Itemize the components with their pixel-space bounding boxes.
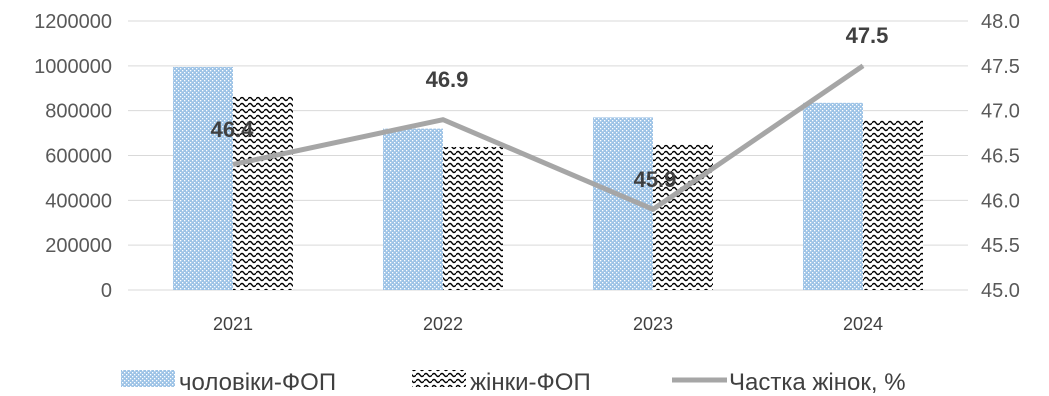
female-fop-bar bbox=[863, 120, 923, 290]
female-fop-bar bbox=[653, 144, 713, 290]
share-line-point bbox=[652, 208, 654, 210]
share-data-label: 46.9 bbox=[426, 67, 469, 92]
left-tick-label: 400000 bbox=[45, 190, 112, 212]
x-tick-label: 2024 bbox=[843, 314, 883, 334]
x-axis-ticks: 2021 2022 2023 2024 bbox=[213, 314, 883, 334]
legend-label-male: чоловіки-ФОП bbox=[179, 369, 336, 396]
share-data-label: 46.4 bbox=[211, 117, 255, 142]
right-tick-label: 46.0 bbox=[981, 190, 1020, 212]
right-tick-label: 45.0 bbox=[981, 280, 1020, 302]
share-line-point bbox=[862, 65, 864, 67]
bars bbox=[173, 66, 923, 291]
legend: чоловіки-ФОП жінки-ФОП Частка жінок, % bbox=[121, 369, 906, 396]
x-tick-label: 2022 bbox=[423, 314, 463, 334]
right-tick-label: 47.5 bbox=[981, 56, 1020, 78]
legend-label-female: жінки-ФОП bbox=[470, 369, 591, 396]
left-tick-label: 0 bbox=[101, 280, 112, 302]
share-data-label: 45.9 bbox=[634, 167, 677, 192]
male-fop-bar bbox=[173, 66, 233, 291]
right-axis-ticks: 45.0 45.5 46.0 46.5 47.0 47.5 48.0 bbox=[981, 11, 1020, 302]
left-tick-label: 1200000 bbox=[34, 11, 112, 33]
share-line bbox=[232, 63, 865, 212]
share-line-point bbox=[442, 119, 444, 121]
left-tick-label: 600000 bbox=[45, 146, 112, 168]
left-axis-ticks: 0 200000 400000 600000 800000 1000000 1200000 bbox=[34, 11, 112, 302]
share-line-path bbox=[232, 63, 865, 212]
male-fop-bar bbox=[383, 128, 443, 290]
left-tick-label: 1000000 bbox=[34, 56, 112, 78]
data-labels: 46.4 46.9 45.9 47.5 bbox=[211, 23, 889, 192]
right-tick-label: 45.5 bbox=[981, 235, 1020, 257]
share-data-label: 47.5 bbox=[846, 23, 889, 48]
right-tick-label: 48.0 bbox=[981, 11, 1020, 33]
legend-label-share: Частка жінок, % bbox=[729, 369, 906, 396]
right-tick-label: 47.0 bbox=[981, 101, 1020, 123]
female-fop-bar bbox=[443, 146, 503, 290]
left-tick-label: 200000 bbox=[45, 235, 112, 257]
right-tick-label: 46.5 bbox=[981, 146, 1020, 168]
legend-swatch-female bbox=[412, 370, 466, 387]
share-line-point bbox=[232, 163, 234, 165]
legend-swatch-male bbox=[121, 370, 175, 387]
x-tick-label: 2023 bbox=[633, 314, 673, 334]
female-fop-bar bbox=[233, 96, 293, 290]
x-tick-label: 2021 bbox=[213, 314, 253, 334]
male-fop-bar bbox=[803, 102, 863, 290]
left-tick-label: 800000 bbox=[45, 101, 112, 123]
